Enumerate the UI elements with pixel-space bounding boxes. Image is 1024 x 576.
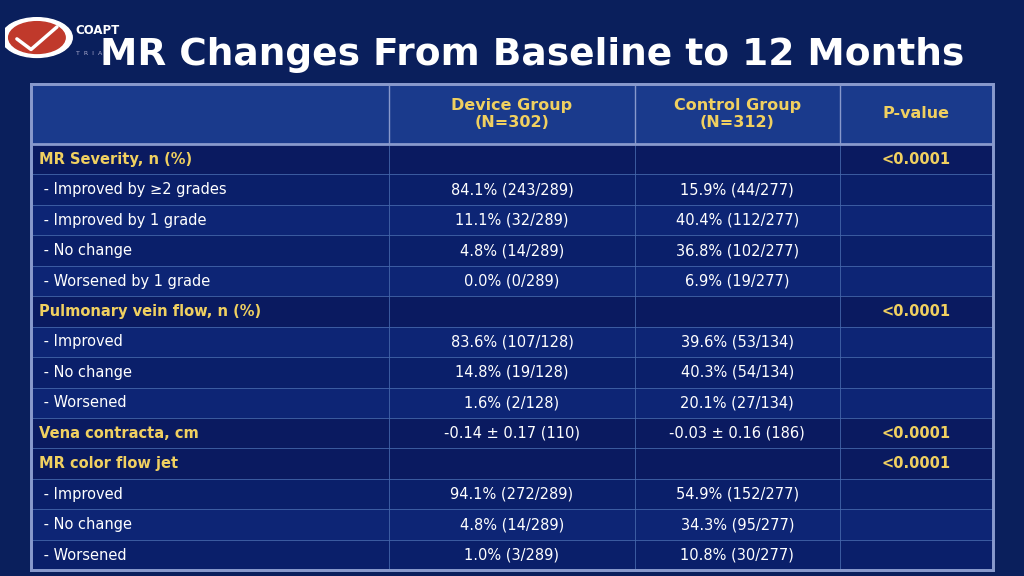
Text: P-value: P-value	[883, 106, 950, 122]
Text: 0.0% (0/289): 0.0% (0/289)	[464, 274, 560, 289]
Text: 15.9% (44/277): 15.9% (44/277)	[680, 182, 795, 197]
Text: 11.1% (32/289): 11.1% (32/289)	[456, 213, 568, 228]
Circle shape	[2, 18, 73, 58]
Text: - Improved: - Improved	[39, 335, 123, 350]
Text: - Worsened: - Worsened	[39, 395, 127, 410]
Text: 83.6% (107/128): 83.6% (107/128)	[451, 335, 573, 350]
Text: - Worsened: - Worsened	[39, 548, 127, 563]
Text: 10.8% (30/277): 10.8% (30/277)	[680, 548, 795, 563]
Text: 40.3% (54/134): 40.3% (54/134)	[681, 365, 794, 380]
Text: -0.14 ± 0.17 (110): -0.14 ± 0.17 (110)	[444, 426, 580, 441]
Text: Device Group
(N=302): Device Group (N=302)	[452, 97, 572, 130]
Text: 20.1% (27/134): 20.1% (27/134)	[680, 395, 795, 410]
Text: <0.0001: <0.0001	[882, 151, 951, 166]
Text: <0.0001: <0.0001	[882, 304, 951, 319]
Text: 34.3% (95/277): 34.3% (95/277)	[681, 517, 794, 532]
Circle shape	[8, 22, 66, 54]
Text: - Improved by ≥2 grades: - Improved by ≥2 grades	[39, 182, 226, 197]
Text: Pulmonary vein flow, n (%): Pulmonary vein flow, n (%)	[39, 304, 261, 319]
Text: - No change: - No change	[39, 243, 132, 258]
Text: 36.8% (102/277): 36.8% (102/277)	[676, 243, 799, 258]
Text: 1.0% (3/289): 1.0% (3/289)	[465, 548, 559, 563]
Text: 94.1% (272/289): 94.1% (272/289)	[451, 487, 573, 502]
Text: MR Changes From Baseline to 12 Months: MR Changes From Baseline to 12 Months	[100, 37, 965, 73]
Text: - No change: - No change	[39, 365, 132, 380]
Text: 4.8% (14/289): 4.8% (14/289)	[460, 517, 564, 532]
Text: 54.9% (152/277): 54.9% (152/277)	[676, 487, 799, 502]
Text: 1.6% (2/128): 1.6% (2/128)	[465, 395, 559, 410]
Text: COAPT: COAPT	[76, 24, 120, 37]
Text: 39.6% (53/134): 39.6% (53/134)	[681, 335, 794, 350]
Text: - No change: - No change	[39, 517, 132, 532]
Text: 6.9% (19/277): 6.9% (19/277)	[685, 274, 790, 289]
Text: 84.1% (243/289): 84.1% (243/289)	[451, 182, 573, 197]
Text: - Improved: - Improved	[39, 487, 123, 502]
Text: Control Group
(N=312): Control Group (N=312)	[674, 97, 801, 130]
Text: - Worsened by 1 grade: - Worsened by 1 grade	[39, 274, 210, 289]
Text: Vena contracta, cm: Vena contracta, cm	[39, 426, 199, 441]
Text: T  R  I  A  L: T R I A L	[76, 51, 110, 56]
Text: <0.0001: <0.0001	[882, 456, 951, 471]
Text: MR color flow jet: MR color flow jet	[39, 456, 178, 471]
Text: MR Severity, n (%): MR Severity, n (%)	[39, 151, 193, 166]
Text: 14.8% (19/128): 14.8% (19/128)	[456, 365, 568, 380]
Text: 40.4% (112/277): 40.4% (112/277)	[676, 213, 799, 228]
Text: 4.8% (14/289): 4.8% (14/289)	[460, 243, 564, 258]
Text: - Improved by 1 grade: - Improved by 1 grade	[39, 213, 207, 228]
Text: <0.0001: <0.0001	[882, 426, 951, 441]
Text: -0.03 ± 0.16 (186): -0.03 ± 0.16 (186)	[670, 426, 805, 441]
